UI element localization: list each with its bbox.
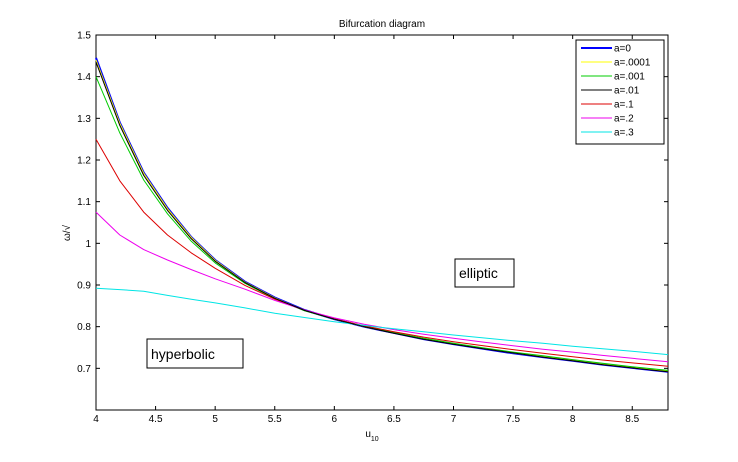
legend: a=0 a=.0001 a=.001 a=.01 a=.1 a=.2 a=.3	[575, 39, 665, 145]
y-tick-label: 0.8	[77, 322, 91, 333]
legend-label: a=.1	[614, 100, 634, 111]
x-tick-label: 5.5	[268, 414, 282, 425]
y-tick-label: 1.3	[77, 114, 91, 125]
x-tick-label: 6.5	[387, 414, 401, 425]
annotation-elliptic-box	[454, 258, 515, 288]
annotation-elliptic-text: elliptic	[459, 265, 498, 281]
y-tick-label: 1	[85, 239, 91, 250]
x-tick-label: 7.5	[506, 414, 520, 425]
y-tick-label: 0.9	[77, 281, 91, 292]
y-tick-label: 1.5	[77, 31, 91, 42]
annotation-hyperbolic: hyperbolic	[146, 338, 244, 369]
series-line-6	[95, 287, 669, 356]
x-axis: 4 4.5 5 5.5 6 6.5 7 7.5 8 8.5	[93, 35, 640, 425]
x-tick-label: 4.5	[149, 414, 163, 425]
x-tick-label: 4	[93, 414, 99, 425]
y-tick-label: 1.2	[77, 156, 91, 167]
x-axis-label: u10	[365, 429, 378, 443]
legend-label: a=.01	[614, 86, 640, 97]
x-tick-label: 8	[570, 414, 576, 425]
chart-title: Bifurcation diagram	[339, 19, 425, 30]
legend-label: a=0	[614, 44, 631, 55]
y-axis-label: ω/√	[61, 224, 73, 241]
y-axis: 0.7 0.8 0.9 1 1.1 1.2 1.3 1.4 1.5	[77, 31, 668, 375]
series-line-5	[95, 211, 669, 363]
legend-label: a=.0001	[614, 58, 651, 69]
legend-label: a=.3	[614, 128, 634, 139]
legend-box	[575, 39, 665, 145]
x-axis-label-subscript: 10	[371, 436, 379, 443]
annotation-hyperbolic-box	[146, 338, 244, 369]
annotation-hyperbolic-text: hyperbolic	[151, 346, 215, 362]
x-tick-label: 6	[332, 414, 338, 425]
legend-label: a=.001	[614, 72, 645, 83]
series-line-3	[95, 61, 669, 373]
legend-label: a=.2	[614, 114, 634, 125]
y-tick-label: 1.1	[77, 197, 91, 208]
series-lines	[95, 57, 669, 373]
x-axis-label-main: u	[365, 429, 371, 440]
y-tick-label: 0.7	[77, 364, 91, 375]
x-tick-label: 5	[212, 414, 218, 425]
x-tick-label: 7	[451, 414, 457, 425]
y-tick-label: 1.4	[77, 72, 91, 83]
x-tick-label: 8.5	[625, 414, 639, 425]
annotation-elliptic: elliptic	[454, 258, 515, 288]
